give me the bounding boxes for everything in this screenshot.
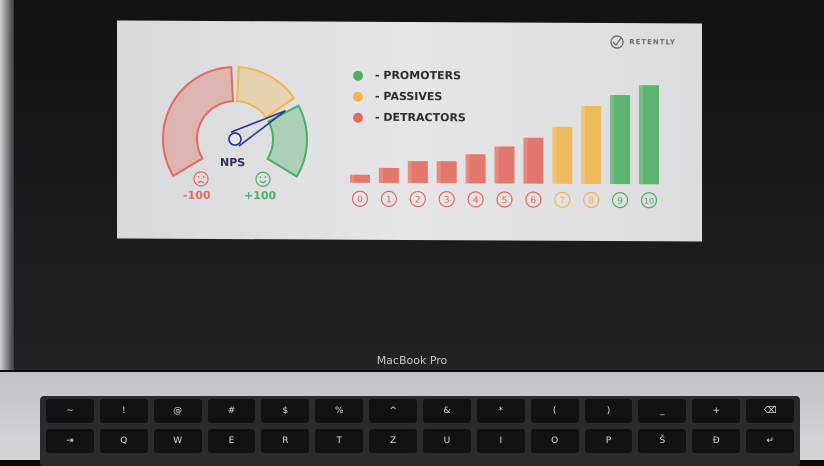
bar-highlight — [350, 174, 354, 183]
key[interactable]: I — [476, 429, 525, 453]
score-label-circle — [554, 191, 571, 208]
score-tick-label: 2 — [415, 196, 421, 206]
key[interactable]: ) — [584, 399, 633, 423]
score-label-circle — [467, 191, 484, 208]
score-label-circle — [409, 190, 426, 208]
nps-gauge — [162, 66, 308, 187]
happy-face-icon — [259, 180, 267, 184]
score-tick-label: 1 — [386, 195, 392, 205]
key[interactable]: T — [315, 429, 364, 453]
gauge-needle — [230, 110, 286, 147]
bar-score-6 — [523, 137, 544, 184]
score-tick-label: 5 — [502, 196, 508, 206]
key[interactable]: P — [584, 429, 633, 453]
bar-highlight — [523, 137, 528, 184]
happy-face-icon — [255, 171, 271, 187]
score-label-circle — [612, 192, 629, 209]
bar-score-5 — [494, 146, 515, 184]
bar-highlight — [610, 95, 615, 185]
bar-score-3 — [436, 161, 457, 184]
score-tick-label: 9 — [617, 197, 623, 207]
key[interactable]: U — [423, 429, 471, 453]
happy-face-icon — [259, 176, 262, 179]
retently-logo-icon — [610, 35, 624, 49]
gauge-pivot — [228, 132, 242, 146]
key[interactable]: _ — [638, 399, 687, 423]
retently-logo: RETENTLY — [609, 35, 676, 49]
bar-highlight — [494, 146, 499, 184]
bar-score-1 — [378, 167, 399, 183]
bar-score-7 — [552, 126, 573, 184]
keyboard-row: ~! @ # $% ^ & *() _ + ⌫ — [40, 396, 800, 426]
score-label-circle — [380, 190, 397, 207]
gauge-promoter-segment — [266, 104, 308, 178]
sad-face-icon — [197, 180, 205, 184]
score-label-circle — [525, 191, 542, 208]
keyboard: ~! @ # $% ^ & *() _ + ⌫ ⇥ Q W E R T Z U I O P Š Đ ↵ — [40, 396, 800, 466]
keyboard-deck: ~! @ # $% ^ & *() _ + ⌫ ⇥ Q W E R T Z U I O P Š Đ ↵ — [0, 372, 824, 466]
key[interactable]: Z — [369, 429, 418, 453]
score-label-circle — [496, 191, 513, 208]
bar-score-4 — [465, 154, 486, 184]
key[interactable]: Š — [638, 429, 687, 453]
key[interactable]: ( — [530, 399, 579, 423]
key[interactable]: E — [207, 429, 256, 453]
macbook-brand-label: MacBook Pro — [376, 354, 448, 367]
sad-face-icon — [202, 176, 205, 178]
bar-highlight — [407, 160, 412, 184]
score-tick-label: 3 — [444, 196, 450, 206]
bar-score-2 — [407, 160, 428, 184]
key[interactable]: W — [153, 429, 202, 453]
bar-highlight — [552, 126, 557, 184]
happy-face-icon — [264, 176, 267, 179]
bar-highlight — [378, 167, 383, 183]
bar-score-9 — [610, 95, 631, 185]
key[interactable]: Đ — [692, 429, 741, 453]
score-tick-label: 6 — [531, 196, 537, 206]
bar-highlight — [639, 85, 643, 185]
key[interactable]: Q — [99, 429, 148, 453]
key[interactable]: # — [207, 399, 256, 423]
background-wall — [0, 0, 14, 370]
bar-score-0 — [350, 174, 370, 183]
key[interactable]: ~ — [46, 399, 94, 423]
score-label-circle — [640, 192, 658, 209]
key[interactable]: ⌫ — [746, 399, 795, 423]
score-label-circle — [583, 191, 600, 209]
key[interactable]: ↵ — [746, 429, 795, 453]
key[interactable]: * — [476, 399, 525, 423]
key[interactable]: % — [315, 399, 364, 423]
gauge-passive-segment — [235, 66, 296, 119]
key[interactable]: $ — [261, 399, 310, 423]
key[interactable]: ^ — [369, 399, 418, 423]
score-tick-label: 10 — [644, 197, 654, 206]
score-label-circle — [351, 190, 369, 207]
bar-highlight — [581, 105, 586, 184]
key[interactable]: ! — [99, 399, 148, 423]
score-tick-label: 0 — [357, 195, 363, 205]
gauge-detractor-segment — [162, 66, 235, 178]
sad-face-icon — [193, 171, 209, 187]
key[interactable]: & — [423, 399, 471, 423]
bar-highlight — [436, 161, 441, 184]
key[interactable]: R — [261, 429, 310, 453]
key[interactable]: + — [692, 399, 741, 423]
key[interactable]: @ — [153, 399, 202, 423]
bar-highlight — [465, 154, 470, 184]
keyboard-row: ⇥ Q W E R T Z U I O P Š Đ ↵ — [40, 426, 800, 456]
score-tick-label: 4 — [473, 196, 479, 206]
bar-score-10 — [639, 85, 659, 185]
key[interactable]: ⇥ — [46, 429, 94, 453]
score-tick-label: 8 — [588, 196, 594, 206]
sad-face-icon — [197, 175, 200, 178]
laptop-screen: RETENTLY NPS -100 +100 - PROMOTERS - PAS… — [117, 20, 702, 242]
key[interactable]: O — [530, 429, 579, 453]
score-bar-chart: 0 1 2 3 4 5 6 7 8 9 10 — [350, 85, 659, 209]
score-tick-label: 7 — [559, 196, 565, 206]
score-label-circle — [438, 191, 455, 208]
bar-score-8 — [581, 105, 602, 185]
